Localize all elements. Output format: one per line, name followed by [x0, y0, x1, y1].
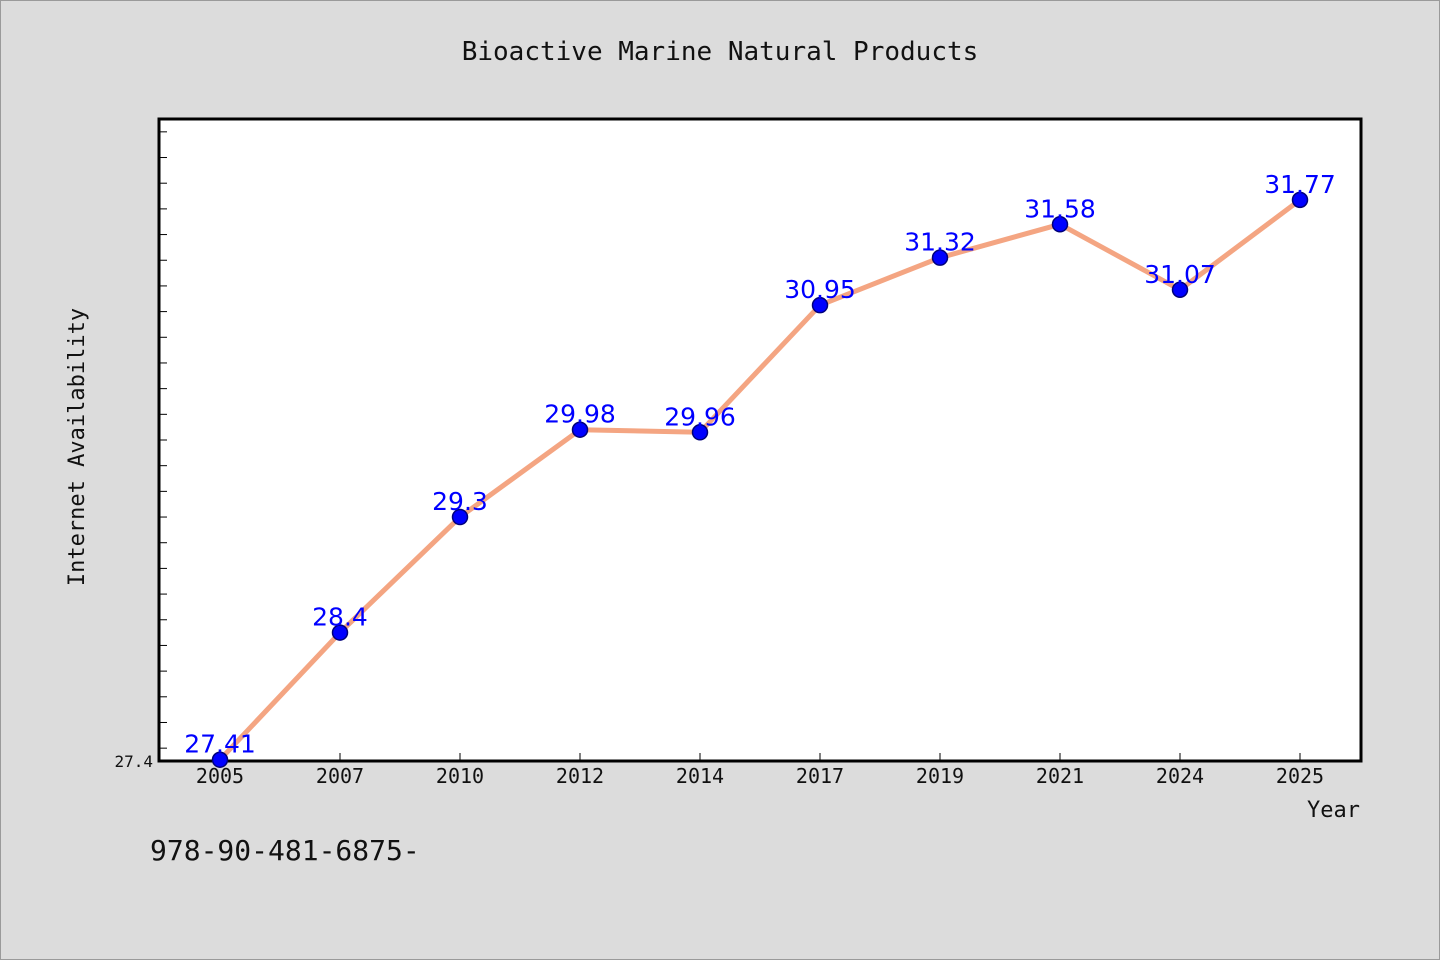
footnote-isbn: 978-90-481-6875-	[150, 834, 420, 867]
data-label: 31.77	[1264, 170, 1336, 199]
data-point	[811, 296, 829, 314]
x-tick-label: 2017	[796, 764, 844, 788]
data-label: 31.58	[1024, 194, 1096, 223]
y-axis-label: Internet Availability	[65, 308, 90, 586]
data-label: 29.98	[544, 400, 616, 429]
data-label: 28.4	[312, 603, 368, 632]
data-point	[1051, 216, 1069, 233]
x-tick-label: 2007	[316, 764, 364, 788]
x-axis-label: Year	[1307, 798, 1360, 823]
y-axis-tick-labels: 27.4	[114, 752, 153, 771]
x-tick-label: 2021	[1036, 764, 1084, 788]
data-label: 31.07	[1144, 260, 1216, 289]
x-tick-label: 2012	[556, 764, 604, 788]
x-tick-label: 2005	[196, 764, 244, 788]
x-tick-label: 2019	[916, 764, 964, 788]
data-point	[1171, 281, 1189, 299]
data-point	[331, 624, 349, 641]
y-tick-label: 27.4	[114, 752, 153, 771]
data-point	[1291, 191, 1309, 209]
series-markers	[211, 191, 1309, 768]
series-line	[217, 197, 1303, 763]
data-label: 30.95	[784, 275, 856, 304]
data-label: 29.3	[432, 487, 488, 516]
data-label: 29.96	[664, 402, 736, 431]
data-point	[931, 249, 949, 266]
data-point	[691, 424, 709, 441]
data-point	[451, 508, 469, 526]
x-tick-label: 2025	[1276, 764, 1324, 788]
plot-area	[157, 117, 1363, 763]
data-point	[211, 751, 229, 768]
data-labels: 27.41 28.4 29.3 29.98 29.96 30.95 31.32 31.58 31…	[184, 170, 1336, 759]
x-tick-label: 2014	[676, 764, 724, 788]
chart-title: Bioactive Marine Natural Products	[462, 37, 979, 67]
data-point	[571, 421, 589, 438]
x-axis-tick-labels: 2005 2007 2010 2012 2014 2017 2019 2021 2024 2025	[196, 764, 1324, 788]
x-tick-label: 2024	[1156, 764, 1204, 788]
data-label: 31.32	[904, 228, 976, 257]
x-tick-label: 2010	[436, 764, 484, 788]
series-line-group	[217, 197, 1303, 763]
y-minor-ticks	[159, 131, 167, 749]
data-label: 27.41	[184, 730, 256, 759]
